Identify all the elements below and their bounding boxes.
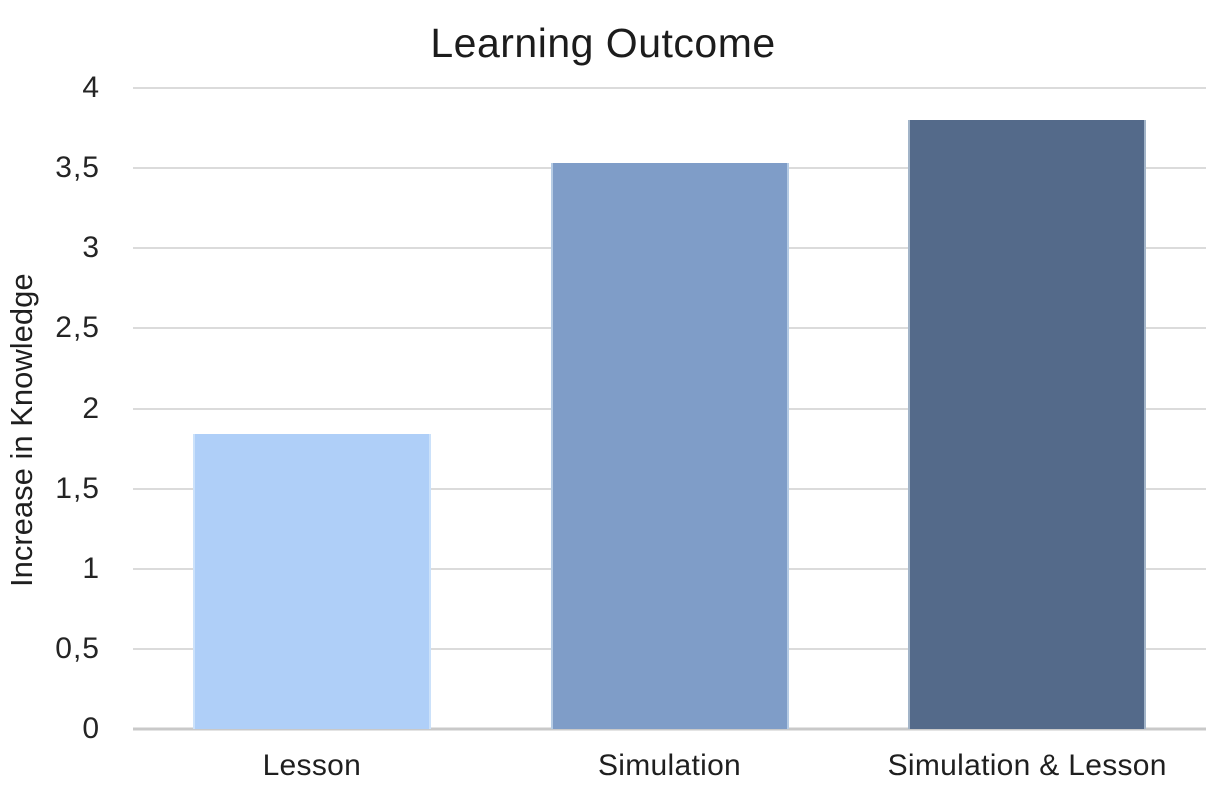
x-axis-labels: Lesson Simulation Simulation & Lesson — [133, 740, 1206, 792]
x-category-label: Simulation — [597, 749, 742, 782]
bar-simulation — [550, 163, 789, 729]
y-tick-label: 1 — [82, 551, 100, 585]
y-tick-label: 0,5 — [55, 631, 100, 665]
y-tick-label: 0 — [82, 712, 100, 745]
y-tick-label: 3 — [82, 231, 100, 265]
x-axis-baseline — [133, 727, 1206, 731]
bar-lesson — [192, 434, 431, 729]
y-tick-label: 3,5 — [55, 151, 100, 185]
bar-slot — [133, 88, 491, 729]
bars-group — [133, 88, 1206, 729]
y-tick-label: 4 — [82, 71, 100, 104]
bar-slot — [491, 88, 849, 729]
chart-title: Learning Outcome — [430, 20, 776, 66]
x-category-label: Lesson — [262, 749, 362, 782]
bar-slot — [848, 88, 1206, 729]
y-tick-label: 1,5 — [55, 471, 100, 505]
plot-area — [133, 87, 1206, 731]
y-axis-ticks: 4 3,5 3 2,5 2 1,5 1 0,5 0 — [0, 71, 104, 745]
y-tick-label: 2,5 — [55, 311, 100, 345]
gridline — [133, 87, 1206, 89]
x-category-label: Simulation & Lesson — [887, 749, 1167, 782]
y-tick-label: 2 — [82, 391, 100, 425]
bar-simulation-lesson — [908, 120, 1147, 729]
